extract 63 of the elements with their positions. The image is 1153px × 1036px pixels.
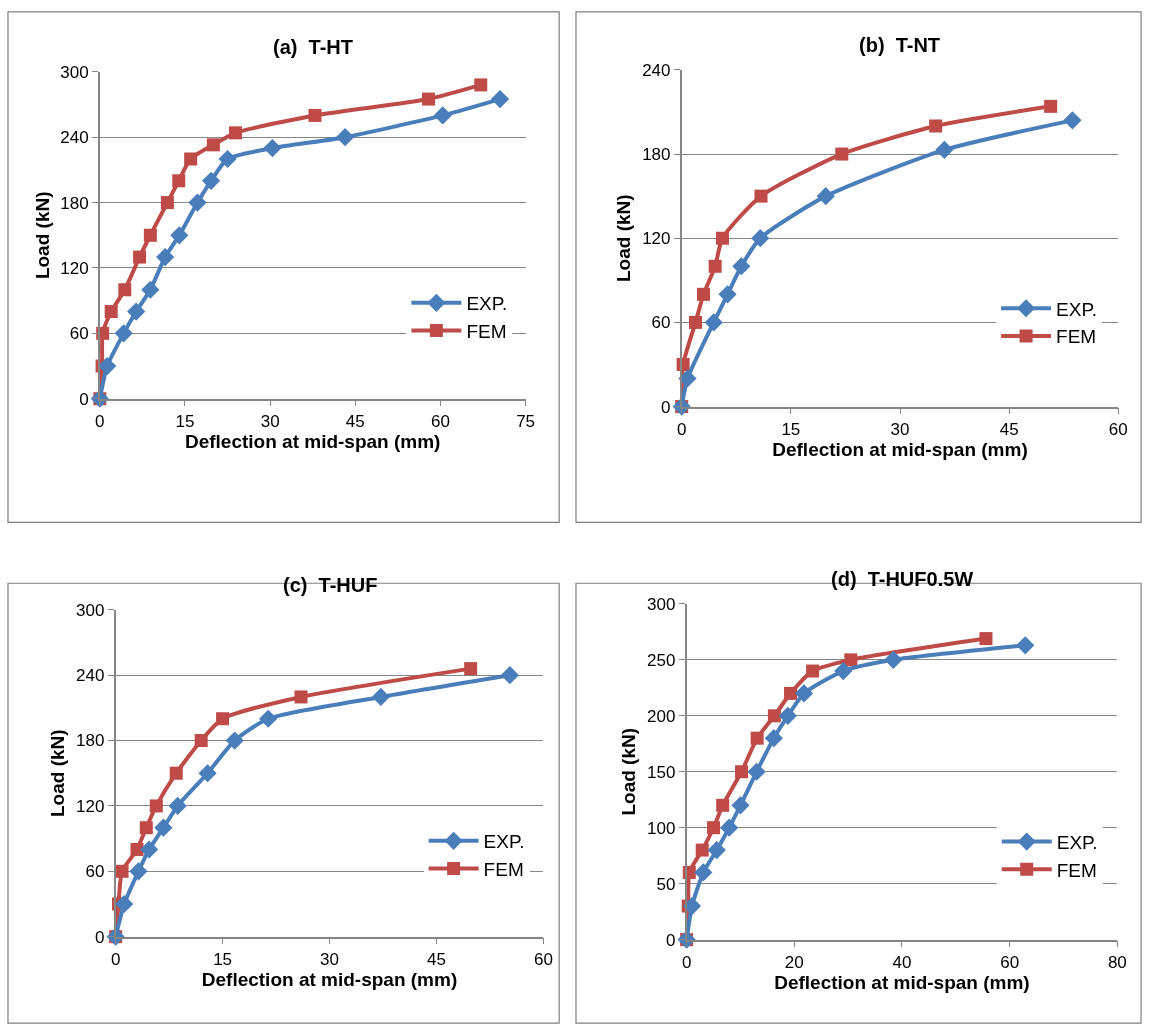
y-tick-label: 100: [647, 818, 676, 838]
y-tick-label: 150: [647, 762, 676, 782]
y-tick-label: 250: [647, 650, 676, 670]
x-tick-label: 60: [1108, 419, 1128, 439]
y-tick-label: 240: [642, 60, 671, 80]
y-tick-label: 60: [85, 862, 105, 882]
y-axis-title: Load (kN): [47, 729, 69, 818]
y-tick-label: 50: [656, 874, 676, 894]
legend-label: EXP.: [466, 293, 508, 315]
y-tick-label: 120: [76, 796, 105, 816]
legend-label: EXP.: [483, 831, 525, 853]
x-axis-title: Deflection at mid-span (mm): [201, 968, 458, 990]
y-tick-label: 180: [642, 144, 671, 164]
chart-title: (d) T-HUF0.5W: [831, 568, 974, 590]
x-tick-label: 0: [681, 952, 692, 972]
y-tick-label: 0: [666, 930, 676, 950]
y-tick-label: 0: [79, 389, 89, 409]
legend-label: FEM: [1056, 859, 1097, 881]
y-tick-label: 240: [76, 666, 105, 686]
x-tick-label: 15: [781, 419, 801, 439]
x-axis-title: Deflection at mid-span (mm): [772, 438, 1028, 460]
y-tick-label: 180: [60, 193, 89, 213]
y-tick-label: 0: [661, 397, 671, 417]
y-axis-title: Load (kN): [613, 194, 635, 283]
chart-title: (a) T-HT: [273, 36, 353, 58]
x-tick-label: 80: [1107, 952, 1127, 972]
x-tick-label: 30: [890, 419, 910, 439]
y-axis-title: Load (kN): [31, 191, 53, 280]
legend-label: FEM: [466, 320, 507, 342]
x-tick-label: 30: [320, 949, 339, 969]
y-axis-title: Load (kN): [618, 727, 640, 816]
x-tick-label: 15: [213, 949, 233, 969]
y-tick-label: 120: [642, 229, 671, 249]
x-tick-label: 60: [533, 949, 553, 969]
x-tick-label: 45: [426, 949, 446, 969]
x-tick-label: 15: [175, 411, 195, 431]
legend-label: FEM: [1056, 326, 1097, 348]
x-tick-label: 45: [999, 419, 1019, 439]
y-tick-label: 120: [60, 258, 89, 278]
y-tick-label: 60: [651, 313, 671, 333]
legend-label: EXP.: [1056, 831, 1098, 853]
x-tick-label: 75: [516, 411, 536, 431]
chart-title: (b) T-NT: [859, 34, 941, 56]
x-tick-label: 60: [1000, 952, 1020, 972]
x-tick-label: 60: [430, 411, 450, 431]
y-tick-label: 240: [60, 128, 89, 148]
y-tick-label: 0: [95, 927, 105, 947]
x-tick-label: 0: [110, 949, 121, 969]
x-axis-title: Deflection at mid-span (mm): [774, 971, 1030, 993]
y-tick-label: 200: [647, 706, 676, 726]
x-tick-label: 20: [784, 952, 804, 972]
y-tick-label: 300: [76, 600, 105, 620]
x-tick-label: 45: [345, 411, 365, 431]
y-tick-label: 180: [76, 731, 105, 751]
legend-label: FEM: [483, 858, 524, 880]
y-tick-label: 60: [69, 324, 89, 344]
x-axis-title: Deflection at mid-span (mm): [184, 430, 441, 452]
y-tick-label: 300: [647, 594, 676, 614]
x-tick-label: 40: [892, 952, 912, 972]
legend-label: EXP.: [1056, 298, 1097, 320]
x-tick-label: 30: [260, 411, 280, 431]
chart-title: (c) T-HUF: [283, 574, 378, 596]
y-tick-label: 300: [60, 62, 89, 82]
